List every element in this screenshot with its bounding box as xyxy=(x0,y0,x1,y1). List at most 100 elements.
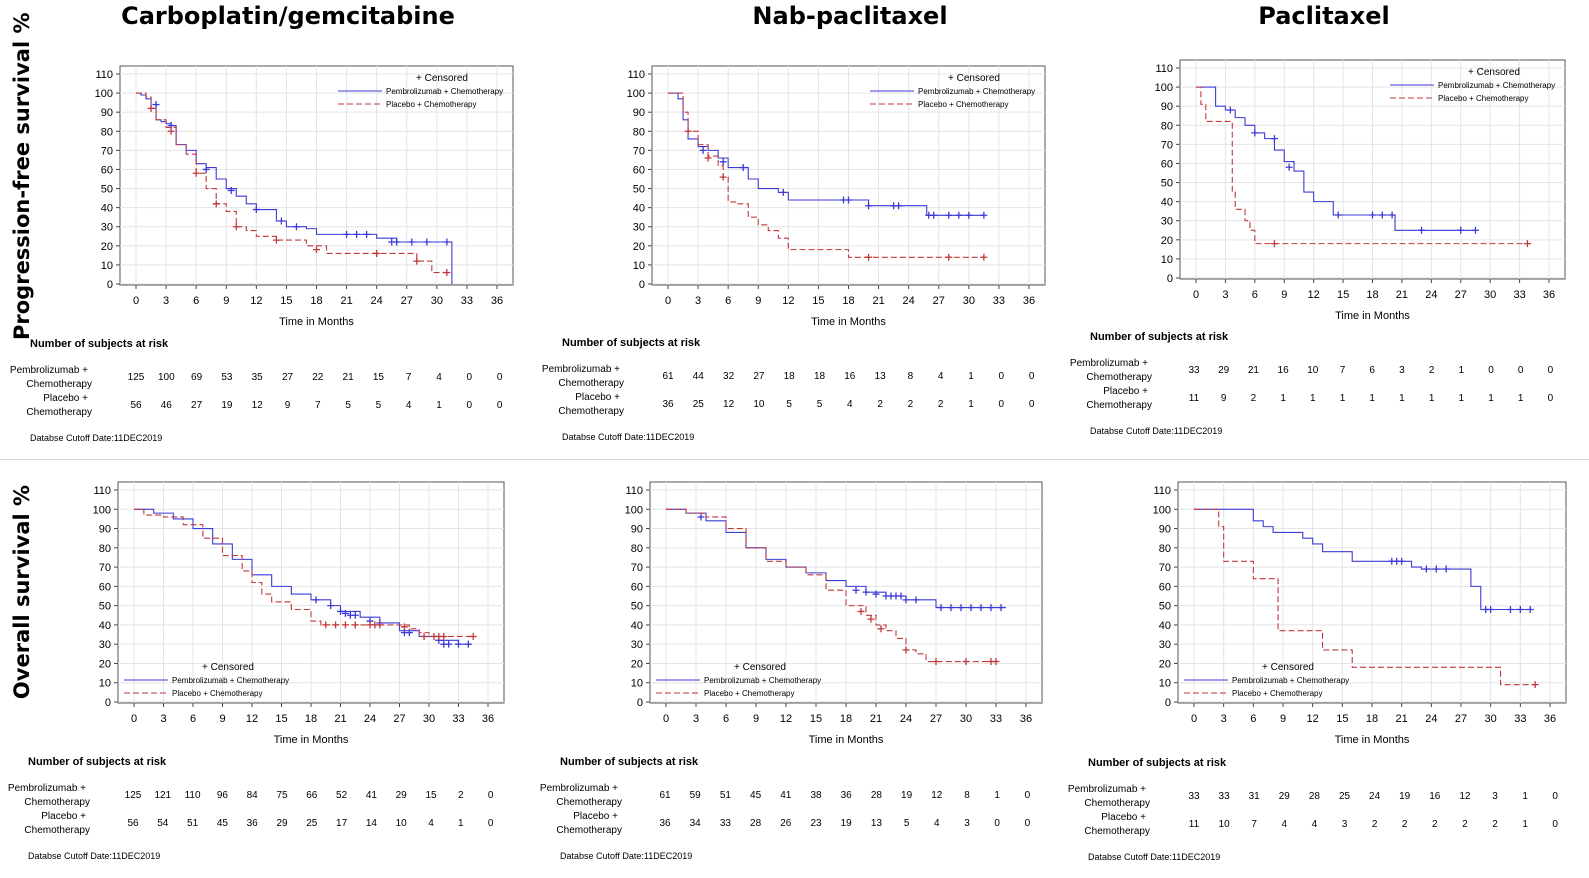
risk-count-pembro: 2 xyxy=(1429,365,1435,376)
legend-pembro-label: Pembrolizumab + Chemotherapy xyxy=(386,87,503,96)
x-tick-label: 24 xyxy=(1425,289,1437,301)
censor-mark xyxy=(1422,565,1430,573)
risk-count-placebo: 0 xyxy=(1029,399,1035,410)
x-tick-label: 36 xyxy=(1544,713,1556,725)
legend-placebo-label: Placebo + Chemotherapy xyxy=(918,100,1009,109)
risk-count-placebo: 34 xyxy=(690,818,702,829)
censor-mark xyxy=(955,211,963,219)
risk-count-pembro: 33 xyxy=(1188,365,1200,376)
risk-count-pembro: 0 xyxy=(497,372,503,383)
legend-censored: + Censored xyxy=(416,73,468,84)
risk-count-pembro: 6 xyxy=(1369,365,1375,376)
risk-count-pembro: 3 xyxy=(1399,365,1405,376)
legend-pembro-label: Pembrolizumab + Chemotherapy xyxy=(1232,676,1349,685)
censor-mark xyxy=(1457,226,1465,234)
risk-count-placebo: 2 xyxy=(1492,819,1498,830)
censor-mark xyxy=(353,230,361,238)
database-cutoff: Databse Cutoff Date:11DEC2019 xyxy=(1090,426,1222,436)
risk-count-pembro: 25 xyxy=(1339,791,1351,802)
y-tick-label: 40 xyxy=(1159,620,1171,632)
risk-count-placebo: 19 xyxy=(221,400,233,411)
censor-mark xyxy=(912,596,920,604)
risk-count-placebo: 2 xyxy=(1462,819,1468,830)
risk-count-pembro: 59 xyxy=(690,790,702,801)
risk-count-pembro: 28 xyxy=(871,790,883,801)
censor-mark xyxy=(1526,605,1534,613)
x-tick-label: 30 xyxy=(1485,713,1497,725)
x-tick-label: 12 xyxy=(1308,289,1320,301)
x-tick-label: 3 xyxy=(695,295,701,307)
x-axis-label: Time in Months xyxy=(1335,734,1410,746)
censor-mark xyxy=(719,173,727,181)
censor-mark xyxy=(1251,129,1259,137)
risk-label-pembro-2: Chemotherapy xyxy=(1086,372,1152,383)
censor-mark xyxy=(980,211,988,219)
risk-count-pembro: 44 xyxy=(693,371,705,382)
censor-mark xyxy=(932,658,940,666)
pembro-curve xyxy=(1194,508,1531,611)
y-tick-label: 0 xyxy=(637,697,643,709)
risk-count-placebo: 0 xyxy=(1548,393,1554,404)
risk-count-placebo: 4 xyxy=(847,399,853,410)
y-tick-label: 20 xyxy=(631,658,643,670)
risk-label-pembro-2: Chemotherapy xyxy=(26,379,92,390)
censor-mark xyxy=(872,590,880,598)
risk-count-pembro: 38 xyxy=(810,790,822,801)
risk-count-placebo: 4 xyxy=(934,818,940,829)
censor-mark xyxy=(867,615,875,623)
risk-count-pembro: 0 xyxy=(1029,371,1035,382)
risk-count-placebo: 1 xyxy=(1522,819,1528,830)
y-tick-label: 10 xyxy=(631,678,643,690)
censor-mark xyxy=(272,236,280,244)
risk-count-pembro: 16 xyxy=(1278,365,1290,376)
censor-mark xyxy=(469,632,477,640)
risk-count-pembro: 125 xyxy=(125,790,142,801)
risk-count-pembro: 1 xyxy=(968,371,974,382)
risk-count-placebo: 2 xyxy=(1251,393,1257,404)
database-cutoff: Databse Cutoff Date:11DEC2019 xyxy=(30,433,162,443)
pembro-curve xyxy=(668,92,984,216)
database-cutoff: Databse Cutoff Date:11DEC2019 xyxy=(1088,852,1220,862)
risk-count-pembro: 7 xyxy=(406,372,412,383)
x-tick-label: 9 xyxy=(753,713,759,725)
y-tick-label: 70 xyxy=(633,145,645,157)
censor-mark xyxy=(845,196,852,204)
risk-count-pembro: 4 xyxy=(436,372,442,383)
censor-mark xyxy=(152,101,160,109)
x-tick-label: 33 xyxy=(452,713,464,725)
x-tick-label: 33 xyxy=(993,295,1005,307)
risk-count-pembro: 24 xyxy=(1369,791,1381,802)
censor-mark xyxy=(719,158,727,166)
risk-count-placebo: 10 xyxy=(1219,819,1231,830)
x-tick-label: 27 xyxy=(1455,713,1467,725)
x-tick-label: 18 xyxy=(1366,289,1378,301)
censor-mark xyxy=(1369,211,1376,219)
y-tick-label: 30 xyxy=(633,222,645,234)
y-tick-label: 30 xyxy=(101,222,113,234)
risk-count-placebo: 3 xyxy=(1342,819,1348,830)
risk-count-pembro: 0 xyxy=(1518,365,1524,376)
x-tick-label: 18 xyxy=(305,713,317,725)
x-tick-label: 27 xyxy=(393,713,405,725)
x-tick-label: 6 xyxy=(193,295,199,307)
risk-label-pembro-1: Pembrolizumab + xyxy=(8,783,86,794)
risk-count-pembro: 16 xyxy=(844,371,856,382)
x-tick-label: 15 xyxy=(1336,713,1348,725)
censor-mark xyxy=(332,621,340,629)
censor-mark xyxy=(704,154,712,162)
risk-label-pembro-2: Chemotherapy xyxy=(1084,798,1150,809)
x-tick-label: 36 xyxy=(491,295,503,307)
risk-count-placebo: 1 xyxy=(436,400,442,411)
placebo-curve xyxy=(136,92,450,274)
censor-mark xyxy=(897,592,905,600)
x-tick-label: 30 xyxy=(960,713,972,725)
y-tick-label: 20 xyxy=(101,241,113,253)
risk-label-pembro-1: Pembrolizumab + xyxy=(542,364,620,375)
x-tick-label: 3 xyxy=(693,713,699,725)
x-tick-label: 21 xyxy=(870,713,882,725)
censor-mark xyxy=(277,217,285,225)
